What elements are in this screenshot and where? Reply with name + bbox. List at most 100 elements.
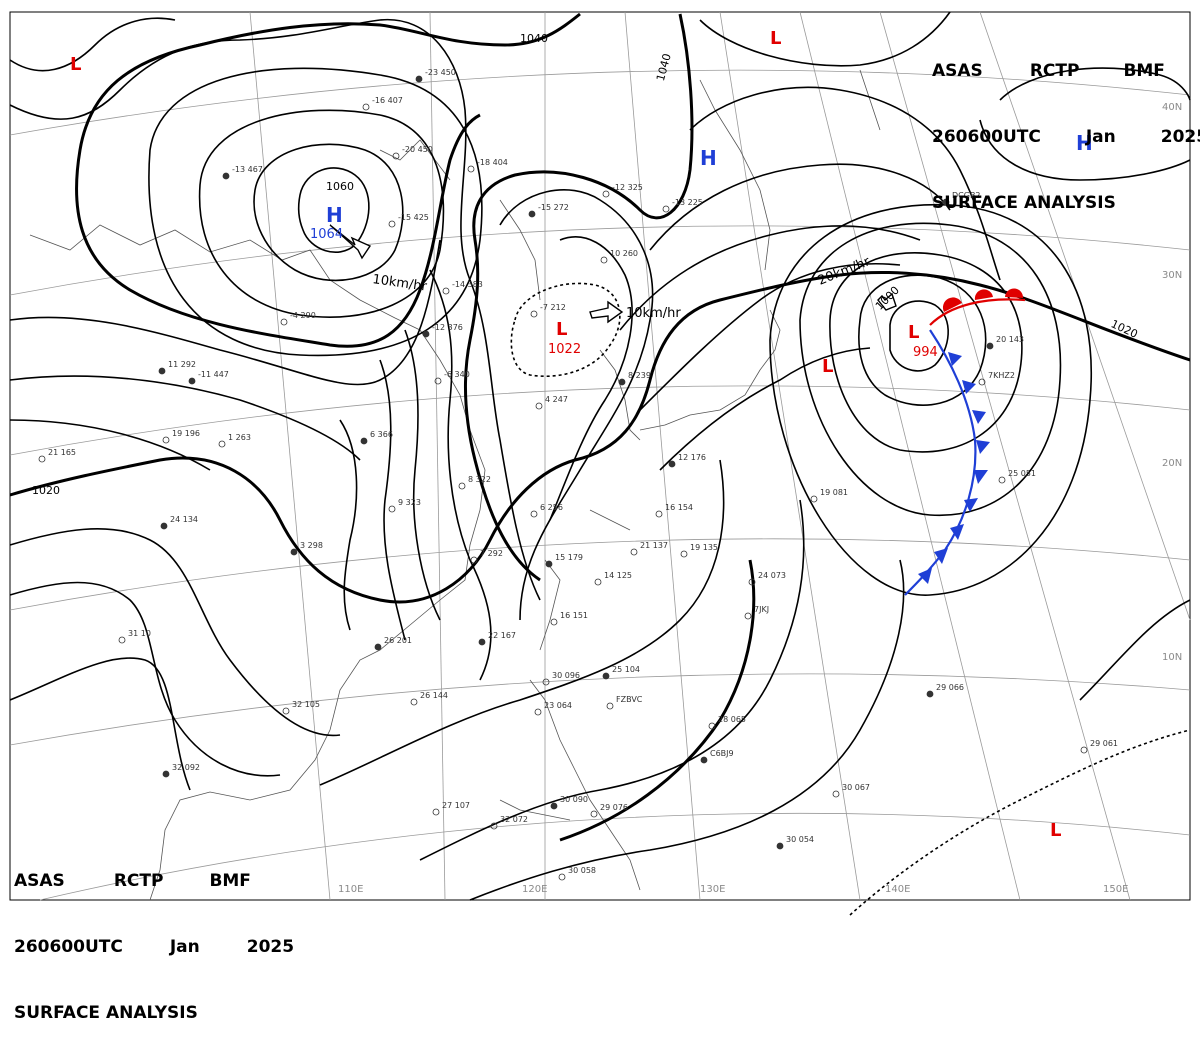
station-ob: 26 144	[420, 691, 448, 700]
station-ob: 30 058	[568, 866, 596, 875]
station-marker	[118, 636, 126, 644]
station-marker	[282, 707, 290, 715]
station-marker	[606, 702, 614, 710]
station-marker	[392, 152, 400, 160]
station-marker	[708, 722, 716, 730]
station-ob: 7JKJ	[754, 605, 769, 614]
station-marker	[415, 75, 423, 83]
station-marker	[162, 770, 170, 778]
station-marker	[942, 198, 950, 206]
station-ob: 21 165	[48, 448, 76, 457]
station-marker	[160, 522, 168, 530]
low-pressure-value: 994	[913, 345, 938, 360]
station-ob: 23 064	[544, 701, 572, 710]
station-marker	[668, 460, 676, 468]
station-ob: -4 290	[290, 311, 316, 320]
graticule	[9, 11, 1191, 901]
motion-arrow	[877, 292, 897, 311]
footer-agency: ASAS	[14, 871, 65, 891]
station-ob: 14 125	[604, 571, 632, 580]
station-ob: 29 066	[936, 683, 964, 692]
station-marker	[655, 510, 663, 518]
station-marker	[388, 505, 396, 513]
station-marker	[490, 822, 498, 830]
pressure-centers: H 1064 H H L 1022 L 994 L L L L	[70, 28, 1093, 841]
station-marker	[442, 287, 450, 295]
station-marker	[998, 476, 1006, 484]
motion-arrow	[329, 224, 372, 260]
station-marker	[388, 220, 396, 228]
station-ob: 30 067	[842, 783, 870, 792]
footer-title: SURFACE ANALYSIS	[14, 1003, 198, 1023]
lat-label-40n: 40N	[1162, 102, 1182, 113]
station-ob: 30 090	[560, 795, 588, 804]
low-pressure-center: L	[908, 322, 919, 343]
station-marker	[162, 436, 170, 444]
station-ob: -15 272	[538, 203, 569, 212]
station-ob: 28 065	[718, 715, 746, 724]
station-ob: 6 256	[540, 503, 563, 512]
station-marker	[776, 842, 784, 850]
station-ob: 10 260	[610, 249, 638, 258]
header-agency: ASAS	[932, 61, 983, 81]
station-marker	[374, 643, 382, 651]
station-ob: 29 061	[1090, 739, 1118, 748]
low-pressure-center: L	[822, 356, 833, 377]
station-ob: 22 167	[488, 631, 516, 640]
header-month: Jan	[1085, 127, 1116, 147]
lon-label-150e: 150E	[1103, 884, 1128, 895]
station-marker	[542, 678, 550, 686]
station-ob: 19 081	[820, 488, 848, 497]
lon-label-120e: 120E	[522, 884, 547, 895]
dotted-isobars	[510, 282, 1191, 916]
station-marker	[362, 103, 370, 111]
station-marker	[978, 378, 986, 386]
station-ob: 16 151	[560, 611, 588, 620]
station-marker	[188, 377, 196, 385]
graticule-labels: 110E 120E 130E 140E 150E 40N 30N 20N 10N	[338, 102, 1182, 895]
station-marker	[630, 548, 638, 556]
low-pressure-center: L	[70, 54, 81, 75]
reference-isobars	[9, 12, 1191, 842]
station-marker	[478, 638, 486, 646]
station-ob: 25 104	[612, 665, 640, 674]
isobar-label: 1040	[520, 32, 548, 45]
station-ob: DCGB2	[952, 191, 981, 200]
lat-label-10n: 10N	[1162, 652, 1182, 663]
station-marker	[218, 440, 226, 448]
station-marker	[832, 790, 840, 798]
motion-arrows	[329, 224, 897, 324]
station-marker	[600, 256, 608, 264]
station-marker	[602, 672, 610, 680]
motion-speed-label: 10km/hr	[626, 306, 681, 321]
footer-year: 2025	[246, 937, 295, 957]
station-marker	[744, 612, 752, 620]
station-ob: 25 051	[1008, 469, 1036, 478]
station-ob: 27 107	[442, 801, 470, 810]
station-marker	[222, 172, 230, 180]
station-ob: 32 072	[500, 815, 528, 824]
station-ob: FZBVC	[616, 695, 643, 704]
station-marker	[530, 310, 538, 318]
station-ob: 32 092	[172, 763, 200, 772]
station-marker	[422, 330, 430, 338]
station-ob: 12 176	[678, 453, 706, 462]
station-ob: -7 212	[540, 303, 566, 312]
station-ob: -20 450	[402, 145, 433, 154]
header-top: ASAS RCTP BMF 260600UTC Jan 2025 SURFACE…	[932, 16, 1200, 236]
station-ob: 21 137	[640, 541, 668, 550]
station-ob: 30 054	[786, 835, 814, 844]
station-marker	[594, 578, 602, 586]
station-marker	[432, 808, 440, 816]
station-ob: 8 322	[468, 475, 491, 484]
station-ob: C6BJ9	[710, 749, 734, 758]
high-pressure-center: H	[1076, 131, 1093, 155]
station-ob: -6 340	[444, 370, 470, 379]
lon-label-130e: 130E	[700, 884, 725, 895]
high-pressure-center: H	[326, 203, 343, 227]
station-marker	[470, 556, 478, 564]
station-marker	[662, 205, 670, 213]
station-ob: 29 076	[600, 803, 628, 812]
footer-time: 260600UTC	[14, 937, 123, 957]
station-marker	[926, 690, 934, 698]
